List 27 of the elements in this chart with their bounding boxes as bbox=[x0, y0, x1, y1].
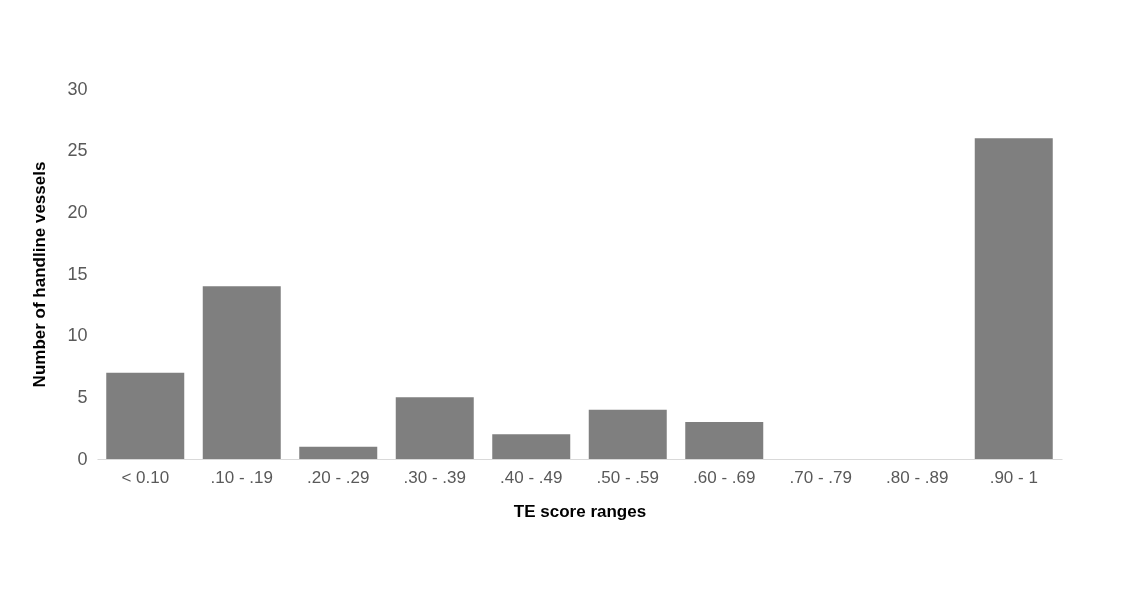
y-tick-label: 10 bbox=[67, 325, 88, 346]
x-tick-label: .10 - .19 bbox=[210, 467, 273, 487]
x-tick-label: .70 - .79 bbox=[789, 467, 852, 487]
x-tick-label: .50 - .59 bbox=[596, 467, 659, 487]
bar bbox=[395, 397, 474, 459]
bar bbox=[202, 286, 281, 459]
bar bbox=[299, 446, 378, 459]
bar bbox=[685, 422, 764, 459]
y-tick-label: 20 bbox=[67, 201, 88, 222]
x-tick-label: .90 - 1 bbox=[989, 467, 1038, 487]
bar bbox=[588, 409, 667, 459]
bar bbox=[492, 434, 571, 459]
bar bbox=[974, 138, 1053, 459]
y-tick-label: 15 bbox=[67, 263, 88, 284]
y-tick-label: 5 bbox=[77, 386, 88, 407]
y-tick-label: 0 bbox=[77, 448, 88, 469]
x-axis-title: TE score ranges bbox=[513, 501, 647, 521]
x-tick-label: < 0.10 bbox=[121, 467, 170, 487]
y-tick-label: 25 bbox=[67, 140, 88, 161]
x-tick-label: .40 - .49 bbox=[500, 467, 563, 487]
x-tick-label: .60 - .69 bbox=[693, 467, 756, 487]
x-tick-label: .30 - .39 bbox=[403, 467, 466, 487]
x-tick-label: .20 - .29 bbox=[307, 467, 370, 487]
y-axis-title: Number of handline vessels bbox=[30, 161, 50, 388]
y-tick-label: 30 bbox=[67, 78, 88, 99]
bar bbox=[106, 372, 185, 459]
x-tick-label: .80 - .89 bbox=[886, 467, 949, 487]
